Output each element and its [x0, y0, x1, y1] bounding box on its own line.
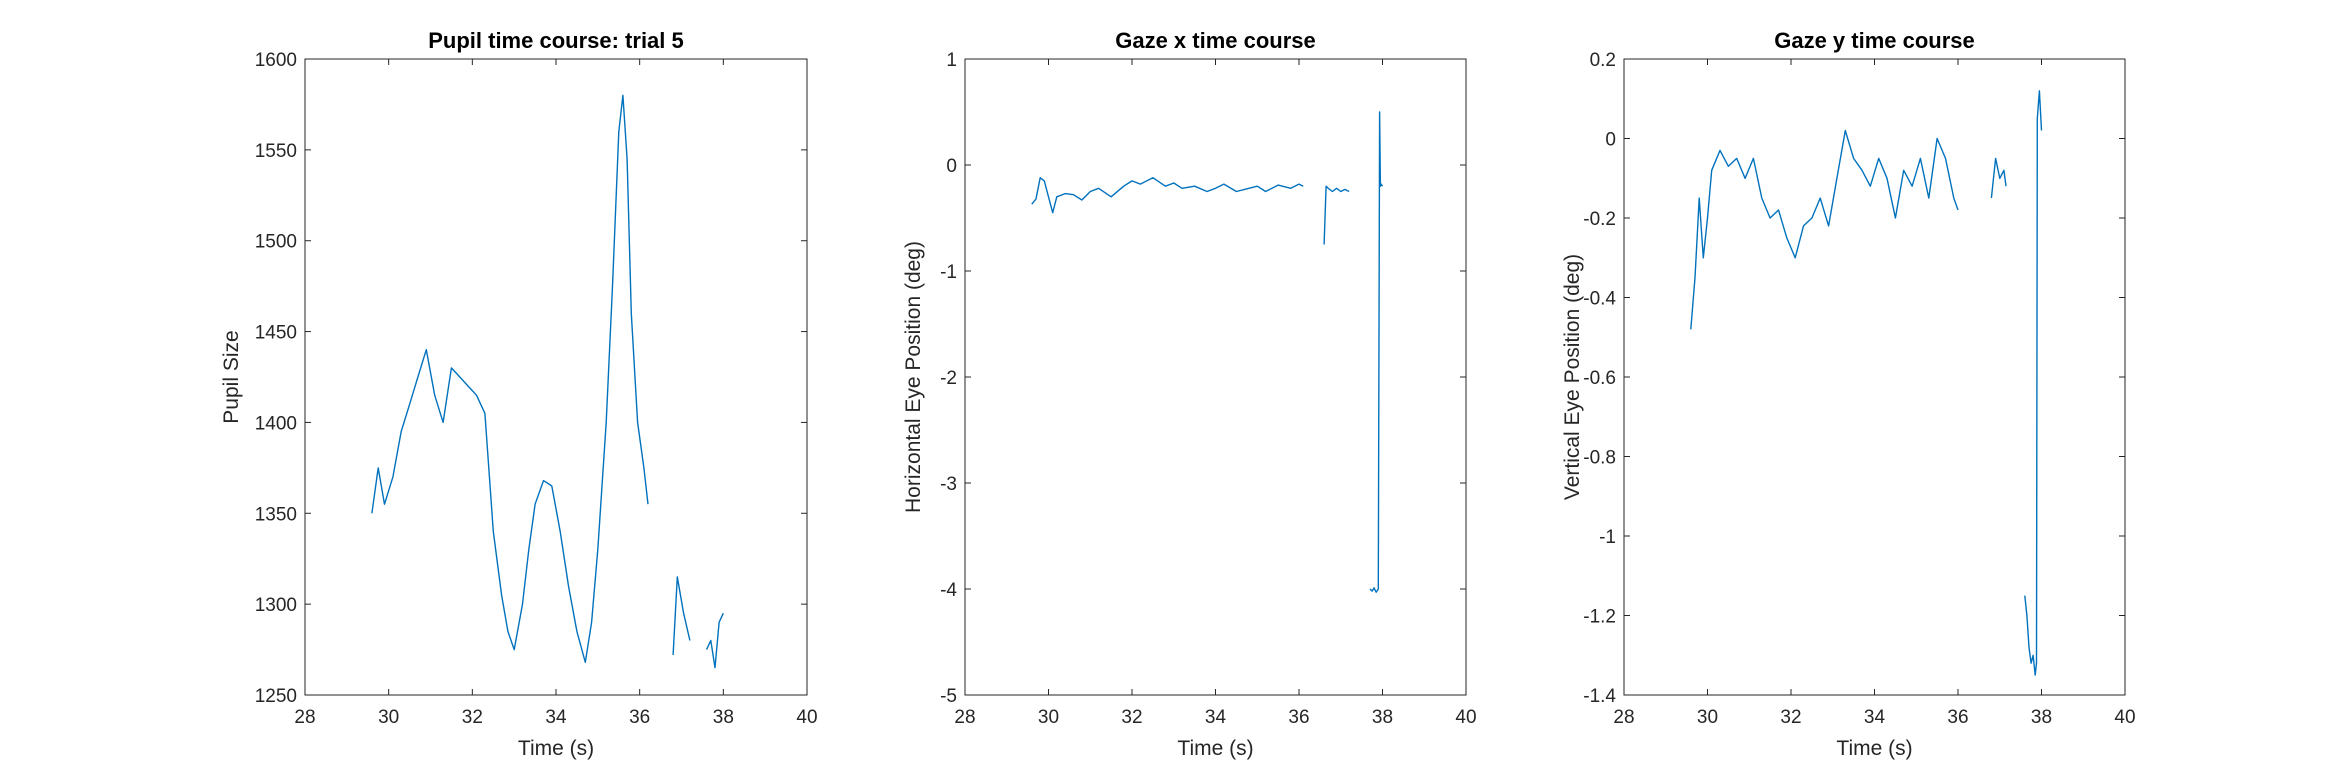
- y-tick-label: 1550: [255, 141, 297, 162]
- x-tick-label: 32: [1780, 707, 1801, 728]
- x-tick-label: 40: [796, 707, 817, 728]
- y-tick-label: 1500: [255, 232, 297, 253]
- y-tick-label: -1.2: [1583, 607, 1616, 628]
- y-axis-label: Horizontal Eye Position (deg): [902, 241, 925, 513]
- y-tick-label: -0.4: [1583, 289, 1616, 310]
- series-line-segment-1: [371, 94, 649, 663]
- y-tick-label: -5: [940, 686, 957, 707]
- x-tick-label: 32: [1121, 707, 1142, 728]
- y-tick-label: -1: [940, 262, 957, 283]
- y-tick-label: 1400: [255, 413, 297, 434]
- x-tick-label: 28: [1613, 707, 1634, 728]
- series-line-segment-1: [1690, 129, 1959, 330]
- series-line-segment-3: [705, 612, 724, 669]
- x-tick-label: 28: [954, 707, 975, 728]
- chart-title: Pupil time course: trial 5: [428, 28, 684, 53]
- y-tick-label: 1300: [255, 595, 297, 616]
- x-axis-label: Time (s): [1836, 737, 1912, 760]
- y-tick-label: -1.4: [1583, 686, 1616, 707]
- axes-box: [1623, 58, 2126, 696]
- series-line-segment-2: [1323, 185, 1350, 245]
- y-tick-label: 1: [946, 50, 957, 71]
- x-tick-label: 36: [1947, 707, 1968, 728]
- x-tick-label: 38: [713, 707, 734, 728]
- y-tick-label: -4: [940, 580, 957, 601]
- x-tick-label: 30: [378, 707, 399, 728]
- chart-panel-1: 28 30 32 34 36 38 40 1250 1300 1350 1400 1450 1500 15…: [220, 28, 818, 760]
- y-tick-label: 1350: [255, 504, 297, 525]
- x-axis-label: Time (s): [518, 737, 594, 760]
- x-tick-label: 28: [294, 707, 315, 728]
- x-tick-label: 36: [1288, 707, 1309, 728]
- chart-panel-3: 28 30 32 34 36 38 40 -1.4 -1.2 -1 -0.8 -0.6 -0.4 -0.2…: [1561, 28, 2136, 760]
- x-tick-label: 38: [2031, 707, 2052, 728]
- series-line-segment-2: [672, 576, 691, 656]
- y-tick-label: 0: [946, 156, 957, 177]
- series-line-segment-2: [1990, 157, 2007, 199]
- x-tick-label: 38: [1372, 707, 1393, 728]
- x-tick-label: 34: [1864, 707, 1886, 728]
- y-tick-label: -2: [940, 368, 957, 389]
- chart-title: Gaze x time course: [1115, 28, 1316, 53]
- chart-title: Gaze y time course: [1774, 28, 1975, 53]
- x-tick-label: 36: [629, 707, 650, 728]
- x-tick-label: 40: [1455, 707, 1476, 728]
- y-tick-label: 0: [1605, 130, 1616, 151]
- series-line-segment-3: [2024, 90, 2043, 676]
- y-tick-label: 0.2: [1590, 50, 1616, 71]
- y-tick-label: -3: [940, 474, 957, 495]
- x-tick-label: 30: [1038, 707, 1059, 728]
- y-tick-label: 1250: [255, 686, 297, 707]
- series-line-segment-1: [1031, 176, 1304, 214]
- chart-panel-2: 28 30 32 34 36 38 40 -5 -4 -3 -2 -1 0 1 Gaze x time co…: [902, 28, 1477, 760]
- y-axis-label: Pupil Size: [220, 330, 243, 423]
- y-axis-label: Vertical Eye Position (deg): [1561, 254, 1584, 500]
- x-tick-label: 34: [1205, 707, 1227, 728]
- axes-box: [964, 58, 1467, 696]
- x-axis-label: Time (s): [1177, 737, 1253, 760]
- y-tick-label: -1: [1599, 527, 1616, 548]
- y-tick-label: 1600: [255, 50, 297, 71]
- series-line-segment-3: [1369, 111, 1384, 593]
- axes-box: [304, 58, 808, 696]
- x-tick-label: 32: [462, 707, 483, 728]
- y-tick-label: -0.2: [1583, 209, 1616, 230]
- x-tick-label: 40: [2114, 707, 2135, 728]
- y-tick-label: -0.6: [1583, 368, 1616, 389]
- y-tick-label: -0.8: [1583, 448, 1616, 469]
- x-tick-label: 30: [1697, 707, 1718, 728]
- x-tick-label: 34: [545, 707, 567, 728]
- y-tick-label: 1450: [255, 323, 297, 344]
